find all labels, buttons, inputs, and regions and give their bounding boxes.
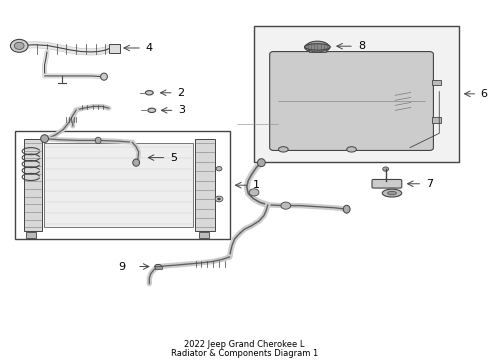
Text: 5: 5 — [171, 153, 177, 163]
Bar — [432, 80, 441, 85]
Bar — [198, 232, 209, 238]
Text: 3: 3 — [178, 105, 186, 115]
Text: 2022 Jeep Grand Cherokee L: 2022 Jeep Grand Cherokee L — [184, 340, 305, 349]
Bar — [432, 117, 441, 122]
Text: 9: 9 — [118, 261, 125, 271]
Bar — [24, 139, 42, 231]
Ellipse shape — [41, 135, 49, 143]
Bar — [155, 266, 162, 269]
Bar — [109, 44, 120, 53]
Ellipse shape — [307, 41, 328, 50]
Circle shape — [14, 42, 24, 49]
Text: 7: 7 — [426, 179, 433, 189]
FancyBboxPatch shape — [372, 180, 402, 188]
FancyBboxPatch shape — [270, 51, 434, 150]
Bar — [15, 131, 230, 239]
Ellipse shape — [388, 191, 396, 195]
Circle shape — [249, 189, 259, 196]
Circle shape — [218, 198, 220, 200]
Ellipse shape — [305, 44, 330, 50]
Ellipse shape — [305, 42, 330, 52]
Ellipse shape — [148, 108, 156, 112]
Ellipse shape — [343, 205, 350, 213]
Ellipse shape — [308, 45, 326, 52]
Bar — [254, 26, 459, 162]
Circle shape — [216, 167, 222, 171]
Ellipse shape — [95, 137, 101, 144]
Circle shape — [10, 39, 28, 52]
Circle shape — [383, 167, 389, 171]
Text: 1: 1 — [253, 180, 260, 190]
Ellipse shape — [382, 189, 402, 197]
Ellipse shape — [278, 147, 288, 152]
Text: 2: 2 — [177, 88, 185, 98]
Ellipse shape — [133, 159, 140, 166]
Text: 8: 8 — [358, 41, 365, 51]
Text: 4: 4 — [146, 43, 153, 53]
Bar — [44, 143, 193, 228]
Circle shape — [215, 196, 223, 202]
Text: Radiator & Components Diagram 1: Radiator & Components Diagram 1 — [171, 349, 318, 358]
Ellipse shape — [155, 264, 162, 269]
Ellipse shape — [146, 91, 153, 95]
Ellipse shape — [100, 73, 107, 80]
Bar — [309, 48, 326, 52]
Bar — [195, 139, 215, 231]
Bar — [25, 232, 36, 238]
Ellipse shape — [258, 159, 265, 167]
Circle shape — [281, 202, 291, 209]
Text: 6: 6 — [481, 89, 488, 99]
Ellipse shape — [347, 147, 356, 152]
